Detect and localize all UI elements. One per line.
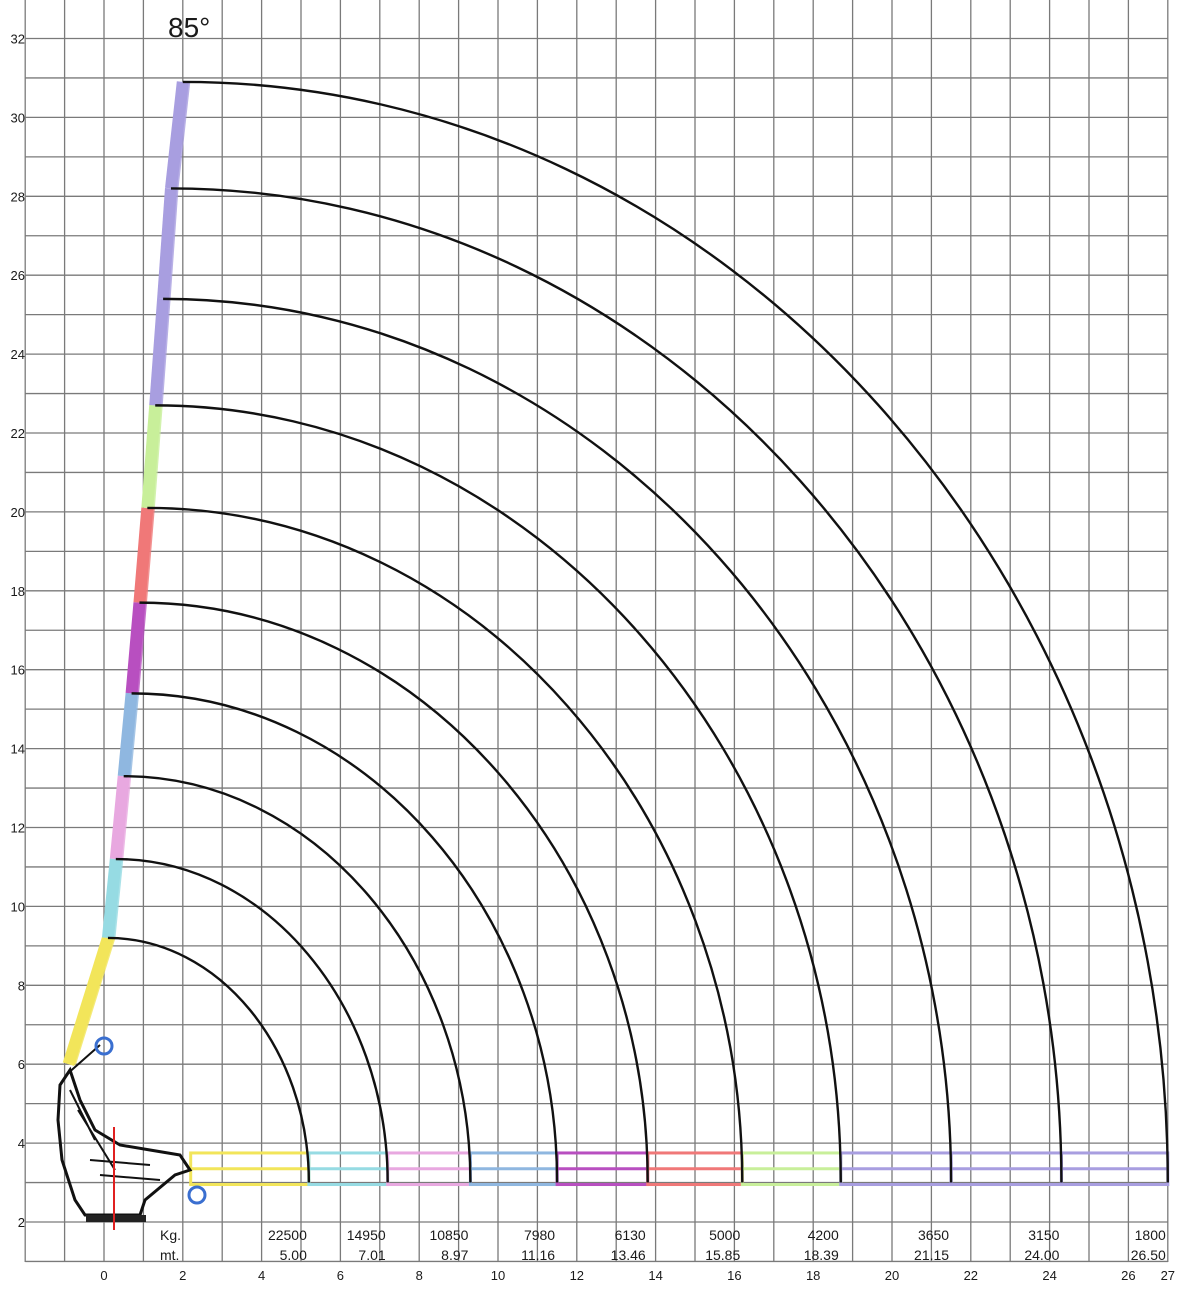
y-tick-label: 24 xyxy=(11,347,25,362)
x-tick-label: 14 xyxy=(648,1268,662,1283)
y-tick-label: 32 xyxy=(11,32,25,47)
y-tick-label: 6 xyxy=(18,1057,25,1072)
reach-arc xyxy=(155,404,842,1183)
y-tick-label: 20 xyxy=(11,505,25,520)
y-tick-label: 26 xyxy=(11,268,25,283)
x-tick-label: 6 xyxy=(337,1268,344,1283)
boom-section-edge xyxy=(167,188,179,299)
y-tick-label: 16 xyxy=(11,663,25,678)
reach-label: mt. xyxy=(160,1247,179,1263)
boom-section xyxy=(165,81,189,190)
load-value: 3150 xyxy=(1028,1227,1059,1243)
x-tick-label: 2 xyxy=(179,1268,186,1283)
y-tick-label: 10 xyxy=(11,899,25,914)
load-value: 14950 xyxy=(347,1227,386,1243)
boom-section-edge xyxy=(159,298,171,406)
boom-section xyxy=(133,507,154,604)
y-tick-label: 30 xyxy=(11,110,25,125)
boom-section-edge xyxy=(136,602,147,694)
boom-section-edge xyxy=(112,858,124,939)
y-tick-label: 22 xyxy=(11,426,25,441)
load-value: 10850 xyxy=(429,1227,468,1243)
x-tick-label: 22 xyxy=(964,1268,978,1283)
load-value: 1800 xyxy=(1135,1227,1166,1243)
boom-section-edge xyxy=(128,693,140,777)
crane-column-icon xyxy=(65,1044,161,1181)
reach-arc xyxy=(131,692,559,1183)
x-tick-label: 18 xyxy=(806,1268,820,1283)
x-tick-label: 4 xyxy=(258,1268,265,1283)
boom-section xyxy=(125,602,146,694)
y-tick-label: 18 xyxy=(11,584,25,599)
reach-arc xyxy=(170,187,1063,1183)
reach-value: 24.00 xyxy=(1024,1247,1059,1263)
reach-arc xyxy=(163,297,953,1183)
x-tick-label: 24 xyxy=(1042,1268,1056,1283)
crane-foot-icon xyxy=(86,1215,146,1222)
x-tick-label: 20 xyxy=(885,1268,899,1283)
boom-section-edge xyxy=(143,507,155,603)
reach-value: 8.97 xyxy=(441,1247,468,1263)
reach-value: 26.50 xyxy=(1131,1247,1166,1263)
reach-arc xyxy=(115,857,389,1183)
y-tick-label: 12 xyxy=(11,821,25,836)
load-value: 4200 xyxy=(808,1227,839,1243)
reach-value: 11.16 xyxy=(521,1247,555,1263)
load-value: 6130 xyxy=(615,1227,646,1243)
x-tick-label: 10 xyxy=(491,1268,505,1283)
boom-section xyxy=(157,187,177,300)
reach-arc xyxy=(123,775,472,1183)
boom-section xyxy=(141,404,162,509)
x-tick-label: 0 xyxy=(100,1268,107,1283)
x-tick-label: 26 xyxy=(1121,1268,1135,1283)
reach-value: 18.39 xyxy=(804,1247,839,1263)
x-tick-label: 27 xyxy=(1161,1268,1175,1283)
boom-section xyxy=(62,936,114,1066)
stowed-boom xyxy=(189,1151,1170,1187)
chart-title: 85° xyxy=(168,12,210,43)
boom-section xyxy=(101,858,122,939)
hook-icon xyxy=(187,1185,207,1205)
load-label: Kg. xyxy=(160,1227,181,1243)
crane-base xyxy=(56,1036,207,1230)
reach-value: 21.15 xyxy=(914,1247,949,1263)
boom-section-edge xyxy=(73,937,116,1065)
load-value: 7980 xyxy=(524,1227,555,1243)
y-tick-label: 2 xyxy=(18,1215,25,1230)
x-tick-label: 16 xyxy=(727,1268,741,1283)
x-tick-label: 12 xyxy=(570,1268,584,1283)
boom-section xyxy=(117,692,138,777)
y-tick-label: 4 xyxy=(18,1136,25,1151)
load-value: 3650 xyxy=(918,1227,949,1243)
reach-arc xyxy=(147,506,744,1183)
reach-value: 5.00 xyxy=(280,1247,307,1263)
reach-arcs xyxy=(107,80,1169,1183)
load-value: 22500 xyxy=(268,1227,307,1243)
y-tick-label: 8 xyxy=(18,978,25,993)
x-tick-label: 8 xyxy=(416,1268,423,1283)
y-tick-label: 28 xyxy=(11,189,25,204)
boom-section xyxy=(149,298,170,406)
y-tick-label: 14 xyxy=(11,742,25,757)
crane-base-icon xyxy=(56,1066,193,1217)
reach-arc xyxy=(182,80,1169,1183)
capacity-table: Kg. mt. 22500 5.00 14950 7.01 10850 8.97 7980 1… xyxy=(160,1227,1166,1263)
boom-section-edge xyxy=(151,405,163,509)
grid xyxy=(24,0,1169,1263)
boom-section xyxy=(109,775,130,860)
load-value: 5000 xyxy=(709,1227,740,1243)
reach-arc xyxy=(139,601,649,1183)
reach-arc xyxy=(107,936,311,1183)
boom-section-edge xyxy=(175,81,191,189)
raised-boom xyxy=(62,81,191,1066)
boom-section-edge xyxy=(120,776,132,860)
reach-value: 7.01 xyxy=(358,1247,385,1263)
axis-ticks: 0 2 4 6 8 10 12 14 16 18 20 22 24 26 27246810121416182… xyxy=(11,32,1176,1284)
reach-value: 13.46 xyxy=(611,1247,646,1263)
upper-hook-icon xyxy=(94,1036,114,1056)
reach-value: 15.85 xyxy=(705,1247,740,1263)
